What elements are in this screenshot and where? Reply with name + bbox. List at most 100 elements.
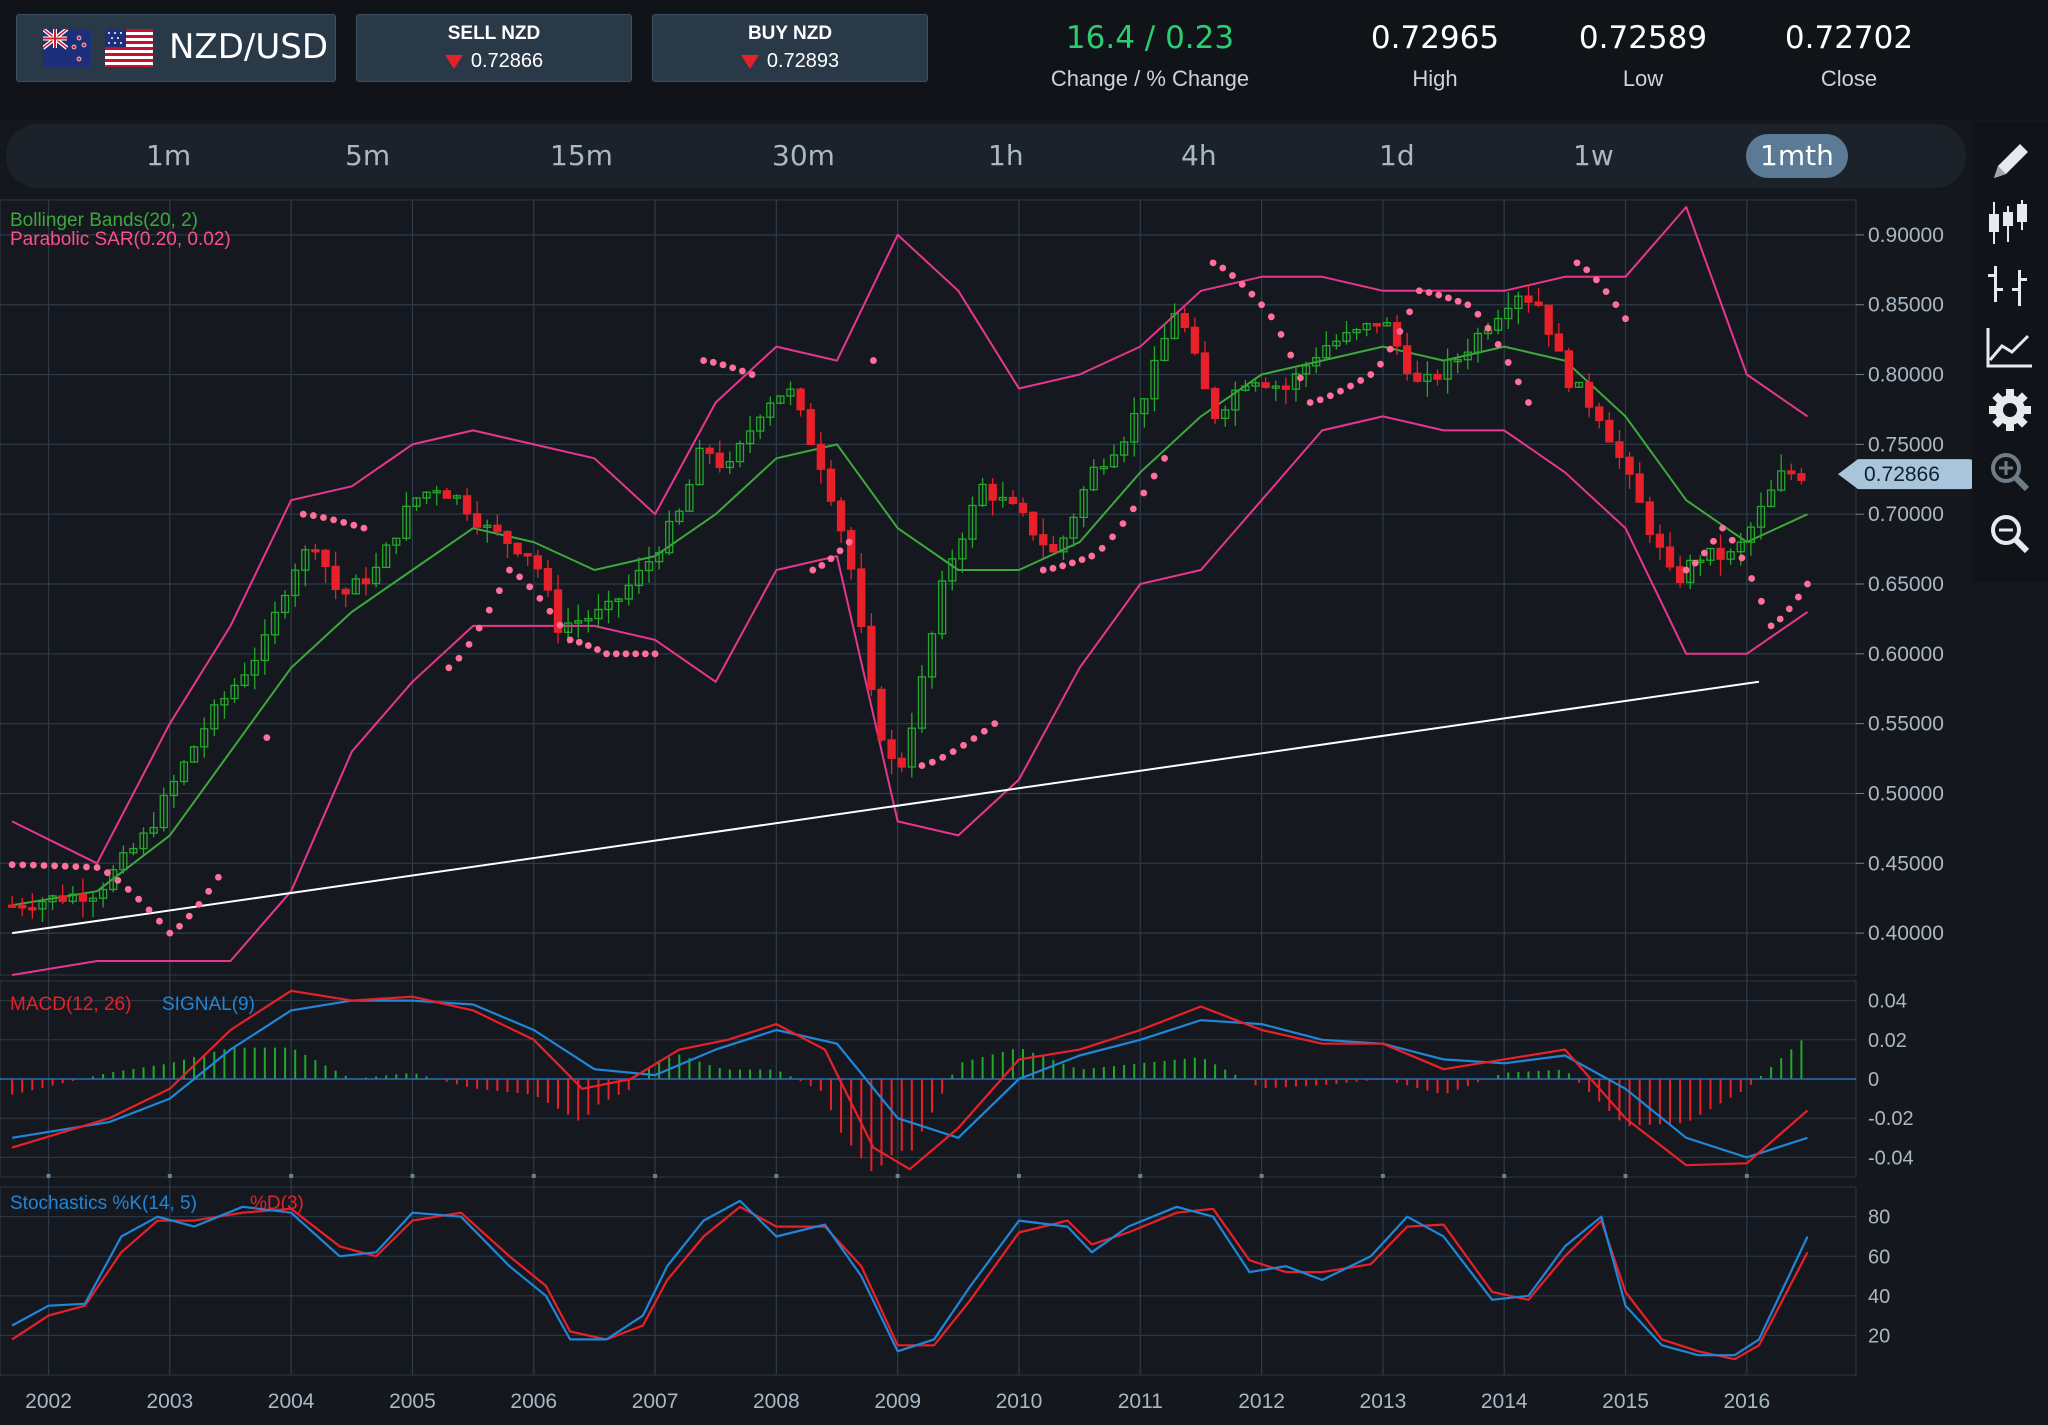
candle-up (948, 558, 957, 582)
candle-up (1443, 359, 1452, 380)
price-tick-label: 0.90000 (1868, 224, 1944, 247)
candle-up (230, 684, 239, 700)
timeframe-bar: 1m 5m 15m 30m 1h 4h 1d 1w 1mth (6, 124, 1966, 188)
sell-label: SELL NZD (447, 23, 541, 44)
macd-x-marker (774, 1174, 779, 1178)
sar-dot (1454, 297, 1462, 305)
sar-dot (485, 606, 493, 614)
candle-up (644, 561, 654, 572)
candle-down (897, 757, 906, 768)
sar-dot (594, 646, 601, 653)
sar-dot (1088, 552, 1096, 560)
sar-dot (83, 863, 90, 871)
x-tick-label: 2002 (25, 1390, 72, 1413)
high-stat: 0.72965 High (1320, 20, 1550, 92)
sar-dot (641, 650, 649, 658)
sar-dot (1068, 559, 1076, 567)
gear-icon[interactable] (1980, 382, 2040, 438)
timeframe-5m[interactable]: 5m (345, 139, 391, 172)
candle-down (816, 443, 825, 470)
timeframe-1w[interactable]: 1w (1573, 139, 1614, 172)
sar-dot (1464, 301, 1472, 309)
low-value: 0.72589 (1578, 20, 1708, 56)
macd-pane (0, 989, 1856, 1172)
line-chart-icon[interactable] (1980, 320, 2040, 376)
x-tick-label: 2003 (146, 1390, 193, 1413)
candle-up (1069, 516, 1078, 539)
close-stat: 0.72702 Close (1734, 20, 1964, 92)
ohlc-bars-icon[interactable] (1980, 258, 2040, 314)
candle-down (442, 490, 451, 499)
sar-dot (1593, 276, 1600, 284)
zoom-out-icon[interactable] (1980, 506, 2040, 562)
timeframe-1mth[interactable]: 1mth (1746, 134, 1848, 178)
sar-dot (1039, 566, 1047, 574)
candle-up (412, 497, 421, 507)
sar-dot (166, 929, 174, 937)
zoom-in-icon[interactable] (1980, 444, 2040, 500)
currency-pair-selector[interactable]: NZD/USD (16, 14, 336, 82)
candle-down (1645, 501, 1654, 536)
price-chart[interactable]: 2002 2003 2004 2005 2006 2007 2008 2009 2010 2011… (0, 195, 1972, 1425)
sar-dot (1209, 259, 1217, 267)
timeframe-15m[interactable]: 15m (550, 139, 613, 172)
candlestick-icon[interactable] (1980, 196, 2040, 252)
sar-dot (1700, 549, 1708, 557)
sar-dot (719, 361, 727, 369)
timeframe-1h[interactable]: 1h (988, 139, 1024, 172)
sar-dot (1258, 301, 1265, 309)
candle-up (1099, 466, 1109, 470)
candle-down (472, 513, 482, 528)
candle-up (1463, 351, 1472, 361)
close-label: Close (1820, 66, 1878, 91)
sar-dot (1367, 371, 1375, 378)
candle-up (725, 460, 735, 469)
sar-dot (1306, 399, 1314, 406)
down-arrow-icon (740, 54, 759, 69)
sar-dot (135, 895, 143, 903)
sar-dot (1161, 454, 1168, 462)
stoch-tick-label: 40 (1868, 1286, 1890, 1308)
pencil-icon[interactable] (1980, 134, 2040, 190)
sell-button[interactable]: SELL NZD 0.72866 (356, 14, 632, 82)
candle-up (1473, 332, 1483, 353)
candle-up (1423, 373, 1432, 382)
stoch-tick-label: 60 (1868, 1246, 1890, 1268)
candle-down (18, 904, 27, 909)
macd-x-marker (895, 1174, 900, 1178)
candle-down (553, 589, 563, 633)
bollinger-upper-band (11, 206, 1809, 865)
timeframe-1m[interactable]: 1m (146, 139, 192, 172)
macd-x-marker (410, 1174, 415, 1178)
sar-dot (1297, 374, 1304, 382)
candle-down (58, 895, 67, 902)
candle-up (1493, 317, 1503, 331)
sar-dot (612, 650, 620, 658)
sar-dot (632, 650, 640, 658)
candle-down (321, 549, 330, 568)
candle-up (452, 495, 462, 499)
macd-legend: MACD(12, 26) (10, 994, 131, 1015)
price-tick-label: 0.40000 (1868, 922, 1944, 945)
buy-label: BUY NZD (747, 23, 833, 44)
timeframe-1d[interactable]: 1d (1379, 139, 1415, 172)
sar-dot (465, 640, 473, 648)
sar-dot (845, 538, 853, 546)
timeframe-4h[interactable]: 4h (1181, 139, 1217, 172)
candle-up (1322, 345, 1331, 359)
low-stat: 0.72589 Low (1528, 20, 1758, 92)
sar-dot (809, 566, 817, 574)
candle-down (1605, 419, 1614, 443)
timeframe-30m[interactable]: 30m (772, 139, 835, 172)
sar-dot (1229, 272, 1236, 279)
candle-down (1372, 323, 1381, 327)
sar-dot (1785, 605, 1793, 613)
candle-up (1079, 489, 1088, 519)
sar-dot (928, 758, 936, 766)
candle-down (867, 625, 876, 691)
macd-x-marker (1380, 1174, 1385, 1178)
candle-down (523, 553, 532, 557)
price-tick-label: 0.55000 (1868, 713, 1944, 736)
buy-button[interactable]: BUY NZD 0.72893 (652, 14, 928, 82)
candle-up (88, 897, 98, 902)
